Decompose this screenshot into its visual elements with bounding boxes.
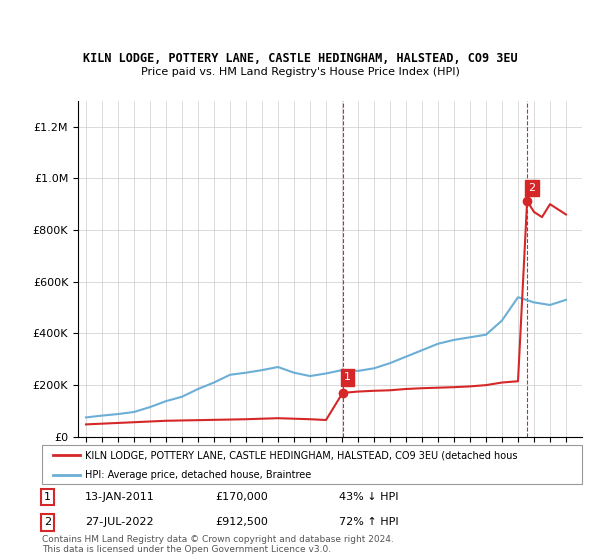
Text: 2: 2 <box>44 517 51 527</box>
Text: 27-JUL-2022: 27-JUL-2022 <box>85 517 154 527</box>
Text: Contains HM Land Registry data © Crown copyright and database right 2024.
This d: Contains HM Land Registry data © Crown c… <box>42 535 394 554</box>
FancyBboxPatch shape <box>42 445 582 484</box>
Text: 13-JAN-2011: 13-JAN-2011 <box>85 492 155 502</box>
Text: KILN LODGE, POTTERY LANE, CASTLE HEDINGHAM, HALSTEAD, CO9 3EU: KILN LODGE, POTTERY LANE, CASTLE HEDINGH… <box>83 52 517 66</box>
Text: £170,000: £170,000 <box>215 492 268 502</box>
Text: HPI: Average price, detached house, Braintree: HPI: Average price, detached house, Brai… <box>85 470 311 479</box>
Text: 43% ↓ HPI: 43% ↓ HPI <box>339 492 398 502</box>
Text: KILN LODGE, POTTERY LANE, CASTLE HEDINGHAM, HALSTEAD, CO9 3EU (detached hous: KILN LODGE, POTTERY LANE, CASTLE HEDINGH… <box>85 450 518 460</box>
Text: Price paid vs. HM Land Registry's House Price Index (HPI): Price paid vs. HM Land Registry's House … <box>140 67 460 77</box>
Text: £912,500: £912,500 <box>215 517 268 527</box>
Text: 1: 1 <box>44 492 51 502</box>
Text: 1: 1 <box>344 372 351 382</box>
Text: 2: 2 <box>529 183 535 193</box>
Text: 72% ↑ HPI: 72% ↑ HPI <box>339 517 398 527</box>
